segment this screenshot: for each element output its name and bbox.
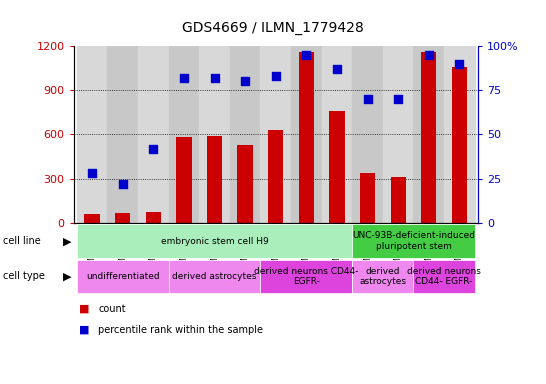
- Bar: [421, 52, 436, 223]
- Bar: [268, 130, 283, 223]
- Bar: [452, 67, 467, 223]
- Text: cell type: cell type: [3, 271, 45, 281]
- Point: [302, 52, 311, 58]
- Text: ■: ■: [79, 325, 90, 335]
- Bar: [390, 177, 406, 223]
- Point: [271, 73, 280, 79]
- Bar: [329, 111, 345, 223]
- Bar: [138, 46, 169, 223]
- Bar: [230, 46, 260, 223]
- Text: derived astrocytes: derived astrocytes: [173, 272, 257, 281]
- Bar: [199, 46, 230, 223]
- Point: [210, 75, 219, 81]
- Point: [118, 181, 127, 187]
- Text: ▶: ▶: [62, 236, 71, 246]
- Point: [394, 96, 402, 102]
- Bar: [176, 137, 192, 223]
- Bar: [207, 136, 222, 223]
- Point: [88, 170, 97, 176]
- Point: [149, 146, 158, 152]
- Bar: [260, 46, 291, 223]
- Point: [363, 96, 372, 102]
- Bar: [146, 212, 161, 223]
- Bar: [85, 214, 100, 223]
- Text: GDS4669 / ILMN_1779428: GDS4669 / ILMN_1779428: [182, 21, 364, 35]
- Text: derived
astrocytes: derived astrocytes: [359, 267, 406, 286]
- Text: undifferentiated: undifferentiated: [86, 272, 159, 281]
- Text: count: count: [98, 304, 126, 314]
- Point: [241, 78, 250, 84]
- Text: percentile rank within the sample: percentile rank within the sample: [98, 325, 263, 335]
- Bar: [291, 46, 322, 223]
- Point: [333, 66, 341, 72]
- Bar: [115, 213, 130, 223]
- Bar: [169, 46, 199, 223]
- Bar: [108, 46, 138, 223]
- Bar: [413, 46, 444, 223]
- Text: embryonic stem cell H9: embryonic stem cell H9: [161, 237, 269, 246]
- Point: [455, 61, 464, 67]
- Bar: [444, 46, 474, 223]
- Bar: [77, 46, 108, 223]
- Text: derived neurons CD44-
EGFR-: derived neurons CD44- EGFR-: [254, 267, 359, 286]
- Text: UNC-93B-deficient-induced
pluripotent stem: UNC-93B-deficient-induced pluripotent st…: [352, 232, 475, 251]
- Text: ▶: ▶: [62, 271, 71, 281]
- Text: ■: ■: [79, 304, 90, 314]
- Bar: [383, 46, 413, 223]
- Bar: [322, 46, 352, 223]
- Text: derived neurons
CD44- EGFR-: derived neurons CD44- EGFR-: [407, 267, 481, 286]
- Bar: [352, 46, 383, 223]
- Bar: [299, 52, 314, 223]
- Bar: [238, 145, 253, 223]
- Text: cell line: cell line: [3, 236, 40, 246]
- Point: [424, 52, 433, 58]
- Bar: [360, 173, 375, 223]
- Point: [180, 75, 188, 81]
